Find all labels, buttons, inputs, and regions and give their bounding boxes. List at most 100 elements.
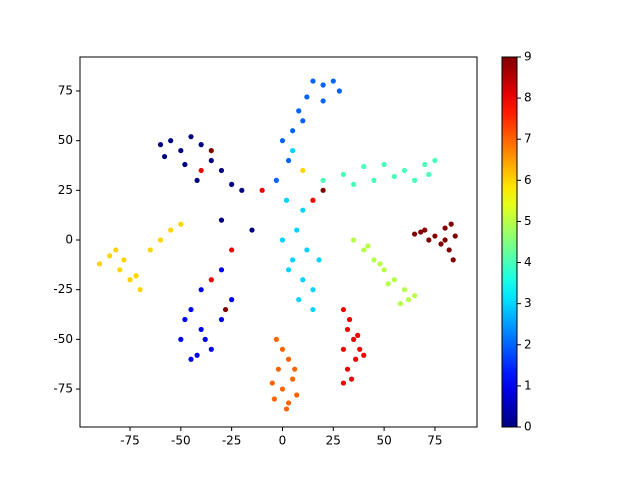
- y-tick-label: 25: [58, 183, 73, 197]
- point: [285, 267, 292, 273]
- point: [182, 316, 188, 323]
- point: [294, 392, 300, 398]
- point: [361, 247, 367, 253]
- point: [194, 352, 200, 358]
- point: [229, 247, 235, 253]
- point: [316, 257, 322, 263]
- point: [285, 157, 292, 164]
- colorbar-tick-label: 8: [524, 91, 532, 105]
- point: [300, 167, 306, 174]
- x-tick-label: 75: [427, 434, 442, 448]
- point: [218, 316, 225, 323]
- point: [432, 233, 438, 239]
- point: [296, 297, 302, 303]
- point: [157, 237, 164, 243]
- colorbar-tick-label: 6: [524, 173, 532, 187]
- point: [450, 257, 456, 263]
- point: [351, 181, 357, 187]
- point: [113, 247, 119, 253]
- point: [168, 138, 174, 144]
- point: [381, 267, 387, 273]
- point: [320, 177, 326, 183]
- point: [381, 161, 387, 168]
- point: [168, 227, 174, 233]
- colorbar-tick-label: 4: [524, 255, 532, 269]
- point: [357, 346, 363, 352]
- x-tick-label: -25: [222, 434, 242, 448]
- point: [285, 356, 292, 362]
- point: [411, 293, 418, 299]
- x-tick-label: 50: [376, 434, 391, 448]
- point: [279, 346, 286, 352]
- point: [300, 207, 306, 213]
- point: [391, 277, 397, 283]
- point: [377, 261, 383, 267]
- point: [391, 173, 397, 180]
- point: [348, 376, 355, 382]
- point: [290, 376, 296, 382]
- point: [198, 167, 204, 174]
- point: [198, 142, 204, 148]
- point: [344, 326, 351, 333]
- colorbar-tick-label: 7: [524, 132, 532, 146]
- point: [294, 227, 300, 233]
- point: [208, 147, 214, 154]
- plot-frame: [79, 56, 478, 428]
- point: [405, 297, 412, 303]
- point: [239, 187, 245, 193]
- point: [336, 88, 342, 94]
- colorbar-tick-label: 1: [524, 378, 532, 392]
- point: [229, 181, 235, 187]
- point: [346, 316, 353, 323]
- point: [351, 237, 357, 243]
- point: [304, 247, 310, 253]
- colorbar-tick-label: 3: [524, 296, 532, 310]
- point: [438, 241, 444, 247]
- point: [218, 217, 225, 223]
- point: [371, 257, 377, 263]
- x-tick-label: 0: [279, 434, 287, 448]
- point: [422, 161, 428, 168]
- point: [182, 161, 188, 168]
- point: [133, 273, 139, 279]
- x-tick-label: 25: [326, 434, 341, 448]
- point: [290, 147, 296, 154]
- point: [188, 306, 194, 313]
- point: [351, 336, 357, 342]
- point: [198, 326, 204, 333]
- colorbar-tick-label: 0: [524, 420, 532, 434]
- point: [300, 277, 306, 283]
- point: [353, 356, 359, 362]
- point: [285, 400, 292, 406]
- point: [275, 366, 281, 372]
- point: [296, 108, 302, 114]
- point: [426, 171, 432, 178]
- point: [218, 267, 225, 273]
- point: [194, 177, 200, 183]
- point: [361, 352, 367, 358]
- point: [147, 247, 153, 253]
- point: [117, 267, 123, 273]
- point: [279, 386, 286, 392]
- point: [304, 94, 310, 100]
- point: [320, 98, 326, 104]
- point: [290, 128, 296, 134]
- point: [273, 336, 279, 342]
- point: [411, 231, 418, 237]
- y-tick-label: -75: [53, 382, 73, 396]
- point: [452, 233, 458, 239]
- point: [432, 157, 438, 164]
- point: [401, 167, 408, 174]
- point: [365, 243, 371, 249]
- point: [310, 287, 316, 293]
- y-tick-label: 0: [65, 233, 73, 247]
- point: [198, 287, 204, 293]
- point: [340, 306, 347, 313]
- point: [292, 366, 298, 372]
- point: [178, 336, 184, 342]
- point: [249, 227, 255, 233]
- point: [178, 221, 184, 227]
- point: [320, 82, 326, 88]
- colorbar-tick-label: 9: [524, 50, 532, 64]
